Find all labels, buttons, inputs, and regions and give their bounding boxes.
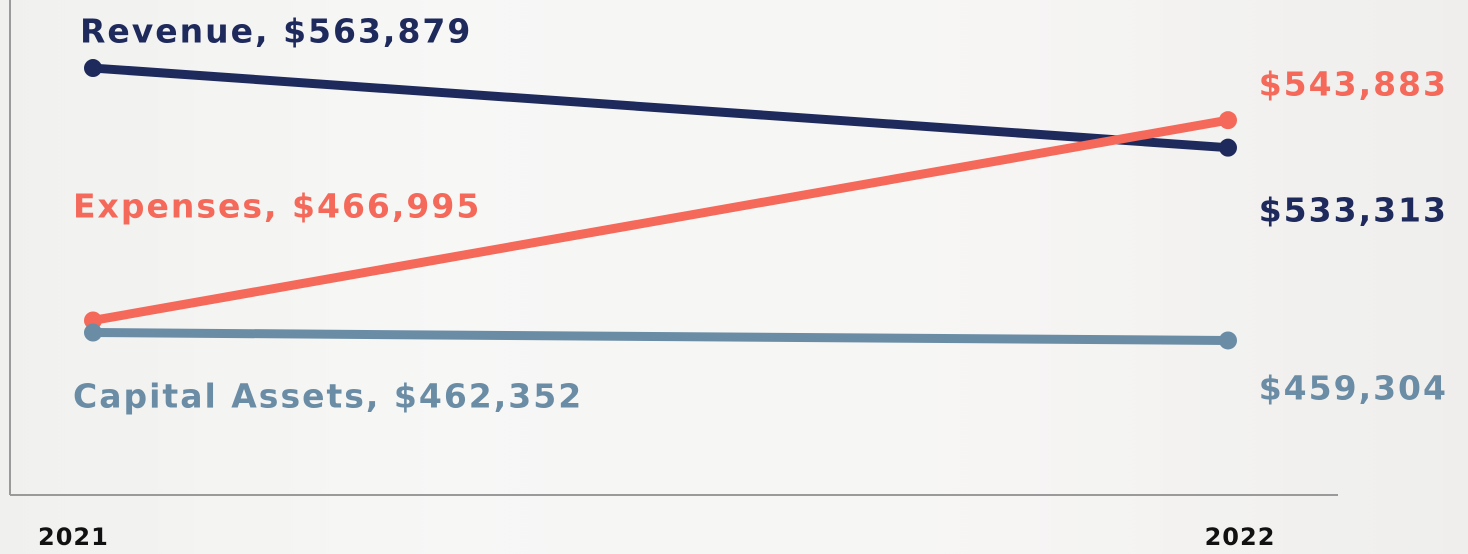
series-line — [88, 328, 1233, 345]
value-label: $533,313 — [1259, 191, 1448, 230]
value-label: Capital Assets, $462,352 — [73, 377, 583, 416]
value-label: $459,304 — [1259, 369, 1448, 408]
value-label: Expenses, $466,995 — [73, 187, 481, 226]
data-point — [84, 323, 102, 342]
data-point — [1219, 138, 1237, 157]
value-label: $543,883 — [1259, 65, 1448, 104]
data-point — [1219, 111, 1237, 130]
value-label: Revenue, $563,879 — [80, 12, 472, 51]
series-line — [88, 63, 1233, 153]
data-point — [1219, 331, 1237, 350]
data-point — [84, 59, 102, 78]
x-tick-label: 2022 — [1205, 523, 1276, 551]
series-line — [88, 115, 1233, 325]
x-tick-label: 2021 — [38, 523, 109, 551]
